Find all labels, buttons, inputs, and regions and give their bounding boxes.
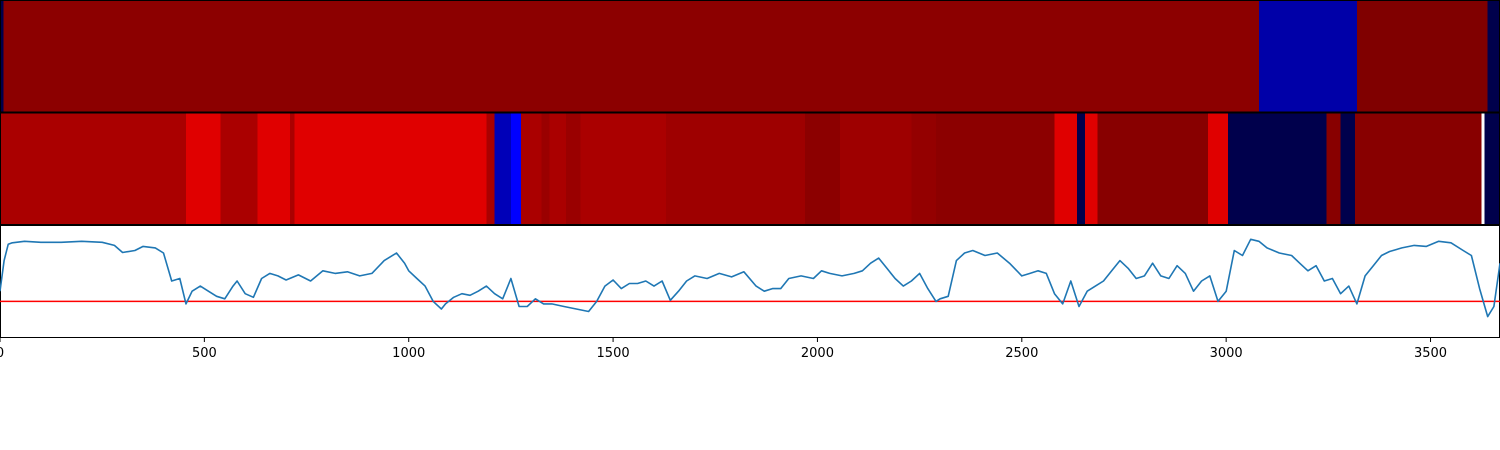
track-1-segment [1258,0,1357,113]
track-2-segment [1340,112,1355,225]
track-1-segment [0,0,4,113]
track-2-segment [290,112,295,225]
track-2-segment [1076,112,1086,225]
track-2-segment [510,112,522,225]
track-2-segment [294,112,487,225]
x-tick-label: 2500 [1005,346,1038,361]
track-2-segment [1085,112,1098,225]
segment-tracks [0,0,1500,225]
track-2-segment [911,112,936,225]
track-2-segment [805,112,840,225]
x-tick-label: 3500 [1414,346,1447,361]
track-2-segment [521,112,542,225]
track-2-segment [549,112,567,225]
track-1-segment [3,0,1259,113]
x-tick-label: 3000 [1210,346,1243,361]
track-2-segment [486,112,495,225]
x-tick-label: 1000 [392,346,425,361]
track-2-segment [1097,112,1208,225]
x-tick-label: 0 [0,346,4,361]
track-2-segment [839,112,912,225]
track-2-segment [494,112,511,225]
track-2-segment [1228,112,1327,225]
track-2-segment [257,112,291,225]
track-2-segment [185,112,221,225]
track-2-segment [566,112,581,225]
x-tick-label: 500 [192,346,217,361]
series-line [0,238,1500,318]
x-axis: 0 500 1000 1500 2000 2500 3000 3500 [0,338,1447,361]
track-2-segment [580,112,614,225]
track-2-segment [1326,112,1341,225]
track-2-segment [666,112,806,225]
track-2-segment [613,112,667,225]
track-2-segment [1484,112,1500,225]
track-2-segment [541,112,550,225]
track-2-segment [1354,112,1482,225]
track-2-segment [1481,112,1485,225]
x-tick-label: 1500 [597,346,630,361]
track-2-segment [1207,112,1229,225]
track-2-segment [220,112,258,225]
line-plot-axes [0,225,1500,338]
line-plot-frame [0,225,1500,338]
track-1-segment [1356,0,1488,113]
track-1-segment [1487,0,1500,113]
track-2-segment [935,112,1055,225]
track-2-segment [0,112,186,225]
track-2-segment [1054,112,1077,225]
x-tick-label: 2000 [801,346,834,361]
line-plot [0,238,1500,318]
